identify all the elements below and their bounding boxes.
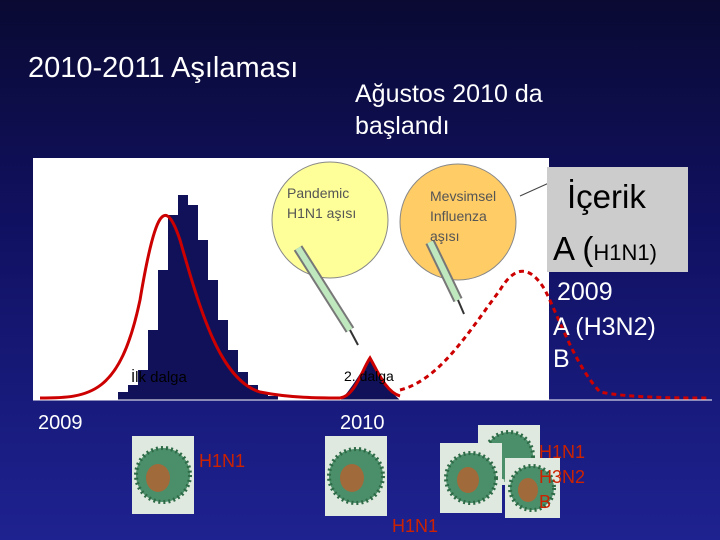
histogram-bar — [268, 396, 278, 400]
content-strain-2009: 2009 — [557, 278, 613, 306]
histogram-bar — [258, 392, 268, 400]
seasonal-vaccine-label: Mevsimsel Influenza aşısı — [430, 188, 497, 244]
content-line-a: A ( — [553, 230, 594, 267]
content-heading: İçerik — [567, 178, 646, 215]
year-2009-label: 2009 — [38, 412, 83, 434]
first-wave-curve — [39, 214, 341, 400]
seasonal-syringe-icon — [425, 239, 465, 315]
possible-outbreak-curve — [399, 269, 711, 400]
possible-outbreak-label: Olası salgın — [480, 353, 544, 367]
content-strain-h3n2: A (H3N2) — [553, 313, 656, 341]
year-2010-label: 2010 — [340, 412, 385, 434]
first-wave-label: İlk dalga — [131, 369, 187, 386]
histogram-bar — [158, 270, 168, 400]
pandemic-syringe-icon — [293, 245, 359, 346]
content-line-a-small: H1N1) — [593, 240, 657, 265]
virus-image-5 — [505, 458, 560, 518]
second-wave-label: 2. dalga — [344, 368, 394, 384]
content-strain-a-h1n1: A (H1N1) — [553, 230, 657, 268]
histogram-bar — [148, 330, 158, 400]
histogram-bar — [188, 205, 198, 400]
virus-image-1 — [132, 436, 194, 514]
second-wave-curve — [339, 355, 401, 400]
content-strain-b: B — [553, 345, 570, 373]
virus-label-3-line: H1N1 — [539, 442, 586, 462]
virus-label-3-line: H3N2 — [539, 467, 586, 487]
virus-label-2: H1N1 — [392, 516, 439, 536]
virus-label-3-line: B — [539, 492, 552, 512]
content-box — [547, 167, 688, 272]
histogram-bar — [118, 392, 128, 400]
histogram-bar — [238, 372, 248, 400]
histogram-bar — [198, 240, 208, 400]
histogram-bar — [228, 350, 238, 400]
second-wave-area — [340, 360, 400, 400]
virus-label-1: H1N1 — [199, 451, 246, 471]
histogram-bar — [128, 385, 138, 400]
virus-image-4 — [440, 443, 502, 513]
page-title: 2010-2011 Aşılaması — [28, 52, 299, 84]
histogram-bar — [168, 215, 178, 400]
subtitle: Ağustos 2010 da başlandı — [355, 80, 543, 140]
virus-label-3: H1N1 H3N2 B — [539, 440, 585, 515]
virus-image-2 — [325, 436, 387, 516]
pandemic-vaccine-label: Pandemic H1N1 aşısı — [287, 185, 357, 221]
histogram-bar — [178, 195, 188, 400]
histogram-bar — [248, 385, 258, 400]
histogram-bar — [138, 370, 148, 400]
